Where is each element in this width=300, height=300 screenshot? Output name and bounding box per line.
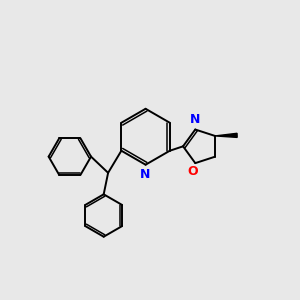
- Polygon shape: [215, 133, 237, 137]
- Text: N: N: [140, 168, 151, 181]
- Text: O: O: [187, 166, 198, 178]
- Text: N: N: [190, 113, 201, 126]
